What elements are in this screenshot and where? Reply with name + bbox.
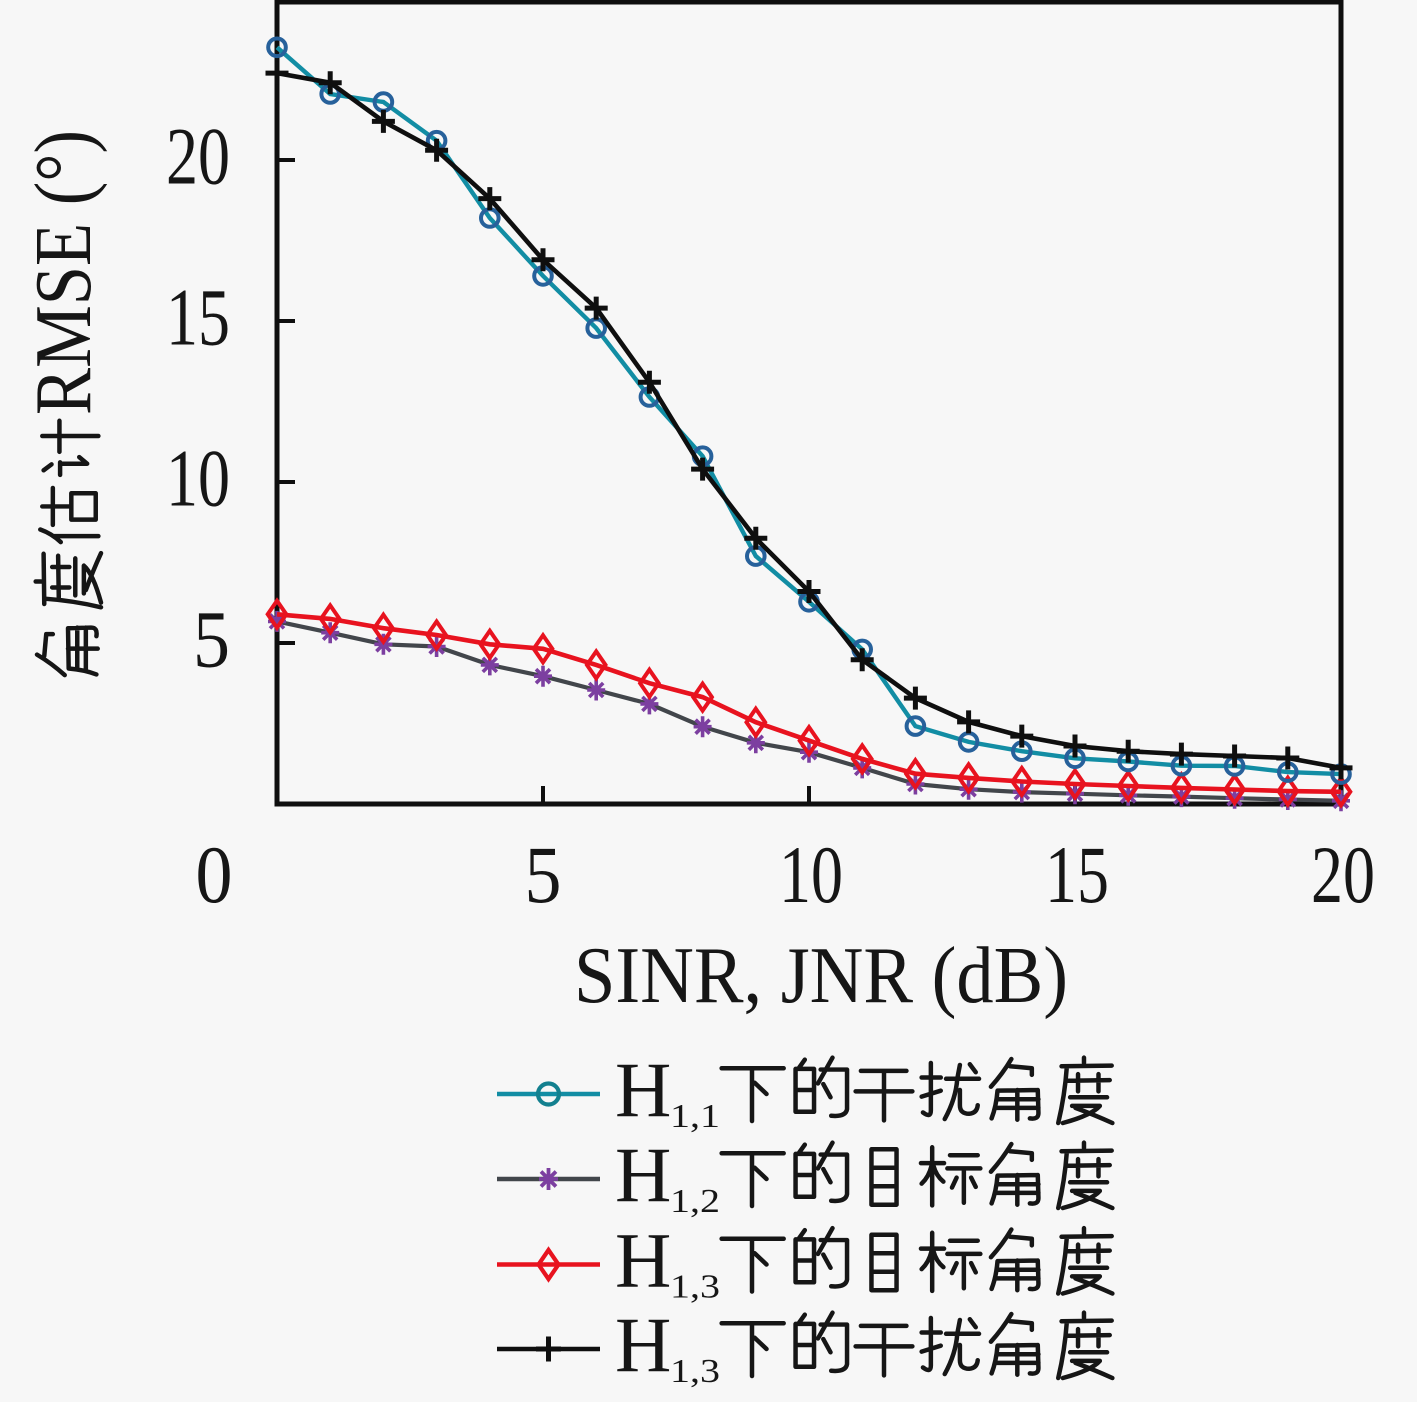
svg-text:10: 10 [166,433,230,524]
svg-text:SINR, JNR (dB): SINR, JNR (dB) [574,932,1068,1020]
svg-text:20: 20 [166,111,230,202]
svg-text:RMSE (°): RMSE (°) [20,130,108,415]
svg-text:15: 15 [166,272,230,363]
svg-text:H: H [615,1301,671,1388]
svg-text:0: 0 [196,829,233,920]
svg-text:5: 5 [193,594,230,685]
svg-text:20: 20 [1311,829,1375,920]
svg-text:1,2: 1,2 [670,1183,720,1220]
svg-text:15: 15 [1045,829,1109,920]
svg-text:1,3: 1,3 [670,1353,720,1390]
svg-text:H: H [615,1217,671,1304]
svg-text:H: H [615,1131,671,1218]
svg-text:1,3: 1,3 [670,1269,720,1306]
svg-text:10: 10 [779,829,843,920]
svg-text:5: 5 [525,829,562,920]
svg-text:H: H [615,1046,671,1133]
svg-text:1,1: 1,1 [670,1098,720,1135]
